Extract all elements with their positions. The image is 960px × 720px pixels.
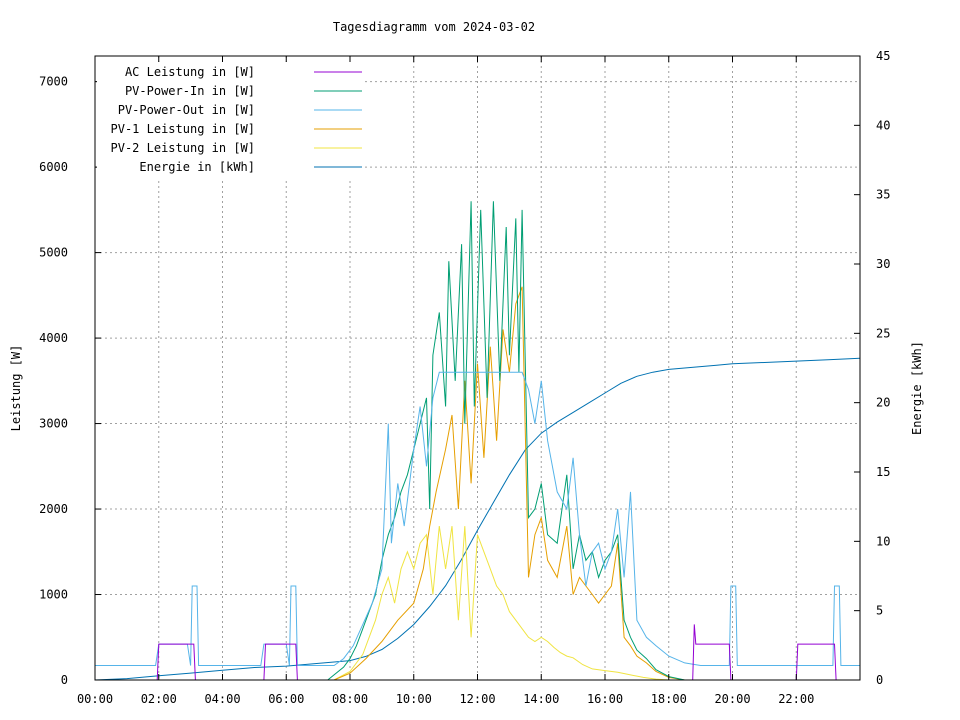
series-line-pv2 bbox=[95, 526, 860, 681]
series-lines bbox=[94, 201, 861, 681]
y-tick-label: 7000 bbox=[39, 75, 68, 89]
series-line-pv-in bbox=[95, 201, 860, 681]
x-tick-label: 16:00 bbox=[587, 692, 623, 706]
y2-axis-label: Energie [kWh] bbox=[910, 341, 924, 435]
y2-tick-label: 35 bbox=[876, 188, 890, 202]
x-tick-label: 22:00 bbox=[778, 692, 814, 706]
x-tick-label: 18:00 bbox=[651, 692, 687, 706]
legend: AC Leistung in [W] PV-Power-In in [W] PV-P… bbox=[97, 62, 365, 180]
y2-tick-label: 20 bbox=[876, 396, 890, 410]
series-line-pv1 bbox=[95, 286, 860, 681]
grid bbox=[95, 56, 860, 680]
series-line-pv-out bbox=[95, 371, 860, 666]
series-line-energie bbox=[94, 357, 861, 681]
y2-tick-label: 40 bbox=[876, 118, 890, 132]
y-tick-label: 3000 bbox=[39, 417, 68, 431]
y-tick-label: 2000 bbox=[39, 502, 68, 516]
y-tick-label: 5000 bbox=[39, 246, 68, 260]
y-tick-label: 4000 bbox=[39, 331, 68, 345]
y-axis-label: Leistung [W] bbox=[9, 345, 23, 432]
y2-tick-label: 25 bbox=[876, 326, 890, 340]
chart-title: Tagesdiagramm vom 2024-03-02 bbox=[333, 20, 535, 34]
x-tick-label: 06:00 bbox=[268, 692, 304, 706]
x-tick-label: 14:00 bbox=[523, 692, 559, 706]
x-tick-label: 00:00 bbox=[77, 692, 113, 706]
x-tick-label: 08:00 bbox=[332, 692, 368, 706]
legend-box bbox=[97, 62, 365, 180]
legend-label: AC Leistung in [W] bbox=[125, 65, 255, 79]
x-tick-label: 20:00 bbox=[714, 692, 750, 706]
y2-tick-label: 45 bbox=[876, 49, 890, 63]
legend-label: PV-Power-In in [W] bbox=[125, 84, 255, 98]
legend-label: PV-Power-Out in [W] bbox=[118, 103, 255, 117]
y2-tick-label: 30 bbox=[876, 257, 890, 271]
y-axis-ticks: 0 1000 2000 3000 4000 5000 6000 7000 bbox=[39, 75, 101, 687]
x-axis-ticks: 00:00 02:00 04:00 06:00 08:00 10:00 12:00 14:00… bbox=[77, 56, 814, 706]
y-tick-label: 1000 bbox=[39, 588, 68, 602]
x-tick-label: 02:00 bbox=[141, 692, 177, 706]
x-tick-label: 12:00 bbox=[459, 692, 495, 706]
y2-tick-label: 10 bbox=[876, 534, 890, 548]
legend-label: PV-1 Leistung in [W] bbox=[111, 122, 256, 136]
y2-axis-ticks: 0 5 10 15 20 25 30 35 40 45 bbox=[854, 49, 890, 687]
y2-tick-label: 0 bbox=[876, 673, 883, 687]
y2-tick-label: 5 bbox=[876, 604, 883, 618]
legend-label: Energie in [kWh] bbox=[139, 160, 255, 174]
y-tick-label: 6000 bbox=[39, 160, 68, 174]
legend-label: PV-2 Leistung in [W] bbox=[111, 141, 256, 155]
y-tick-label: 0 bbox=[61, 673, 68, 687]
y2-tick-label: 15 bbox=[876, 465, 890, 479]
x-tick-label: 10:00 bbox=[396, 692, 432, 706]
x-tick-label: 04:00 bbox=[204, 692, 240, 706]
